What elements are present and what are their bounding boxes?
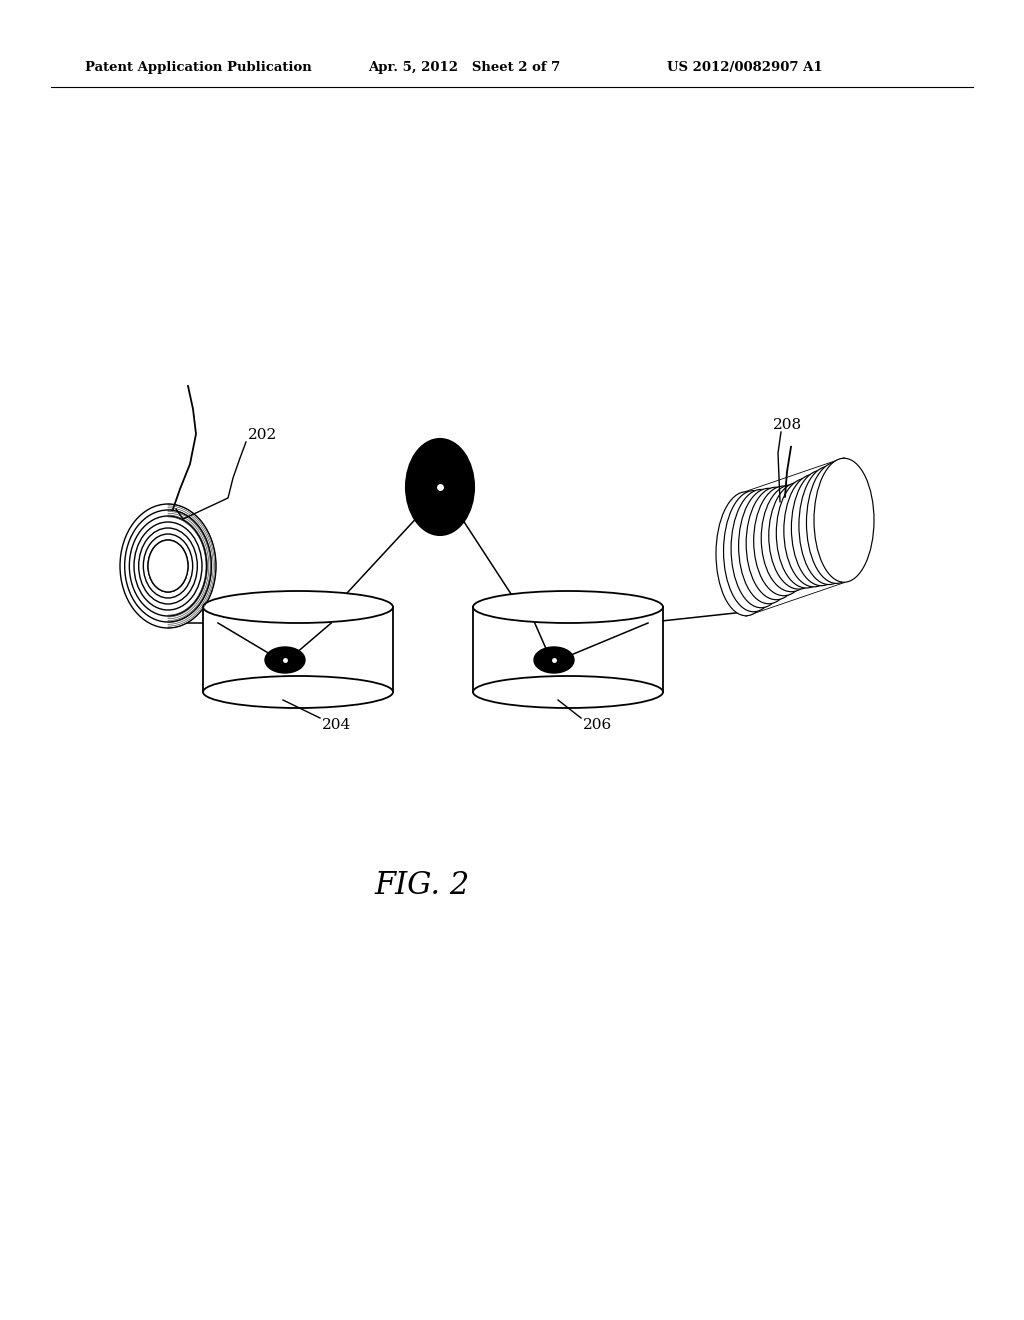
Ellipse shape	[406, 440, 474, 535]
Ellipse shape	[807, 462, 866, 583]
Ellipse shape	[473, 676, 663, 708]
Polygon shape	[203, 607, 393, 692]
Text: 208: 208	[773, 418, 802, 432]
Text: FIG. 2: FIG. 2	[375, 870, 470, 902]
Polygon shape	[473, 607, 663, 692]
Ellipse shape	[265, 647, 305, 673]
Ellipse shape	[746, 487, 806, 599]
Text: Patent Application Publication: Patent Application Publication	[85, 62, 311, 74]
Ellipse shape	[148, 540, 188, 591]
Ellipse shape	[534, 647, 574, 673]
Ellipse shape	[799, 466, 859, 585]
Ellipse shape	[203, 591, 393, 623]
Ellipse shape	[203, 676, 393, 708]
Ellipse shape	[814, 458, 874, 582]
Text: US 2012/0082907 A1: US 2012/0082907 A1	[667, 62, 822, 74]
Text: Apr. 5, 2012   Sheet 2 of 7: Apr. 5, 2012 Sheet 2 of 7	[368, 62, 560, 74]
Ellipse shape	[473, 591, 663, 623]
Ellipse shape	[120, 504, 216, 628]
Ellipse shape	[776, 478, 837, 587]
Ellipse shape	[731, 490, 792, 607]
Ellipse shape	[783, 474, 844, 587]
Ellipse shape	[761, 484, 821, 591]
Text: 206: 206	[583, 718, 612, 733]
Ellipse shape	[754, 486, 814, 595]
Ellipse shape	[716, 492, 776, 615]
Polygon shape	[746, 458, 844, 615]
Ellipse shape	[792, 470, 851, 586]
Text: 202: 202	[248, 428, 278, 442]
Ellipse shape	[769, 482, 828, 589]
Ellipse shape	[724, 491, 783, 611]
Text: 204: 204	[322, 718, 351, 733]
Ellipse shape	[738, 488, 799, 603]
